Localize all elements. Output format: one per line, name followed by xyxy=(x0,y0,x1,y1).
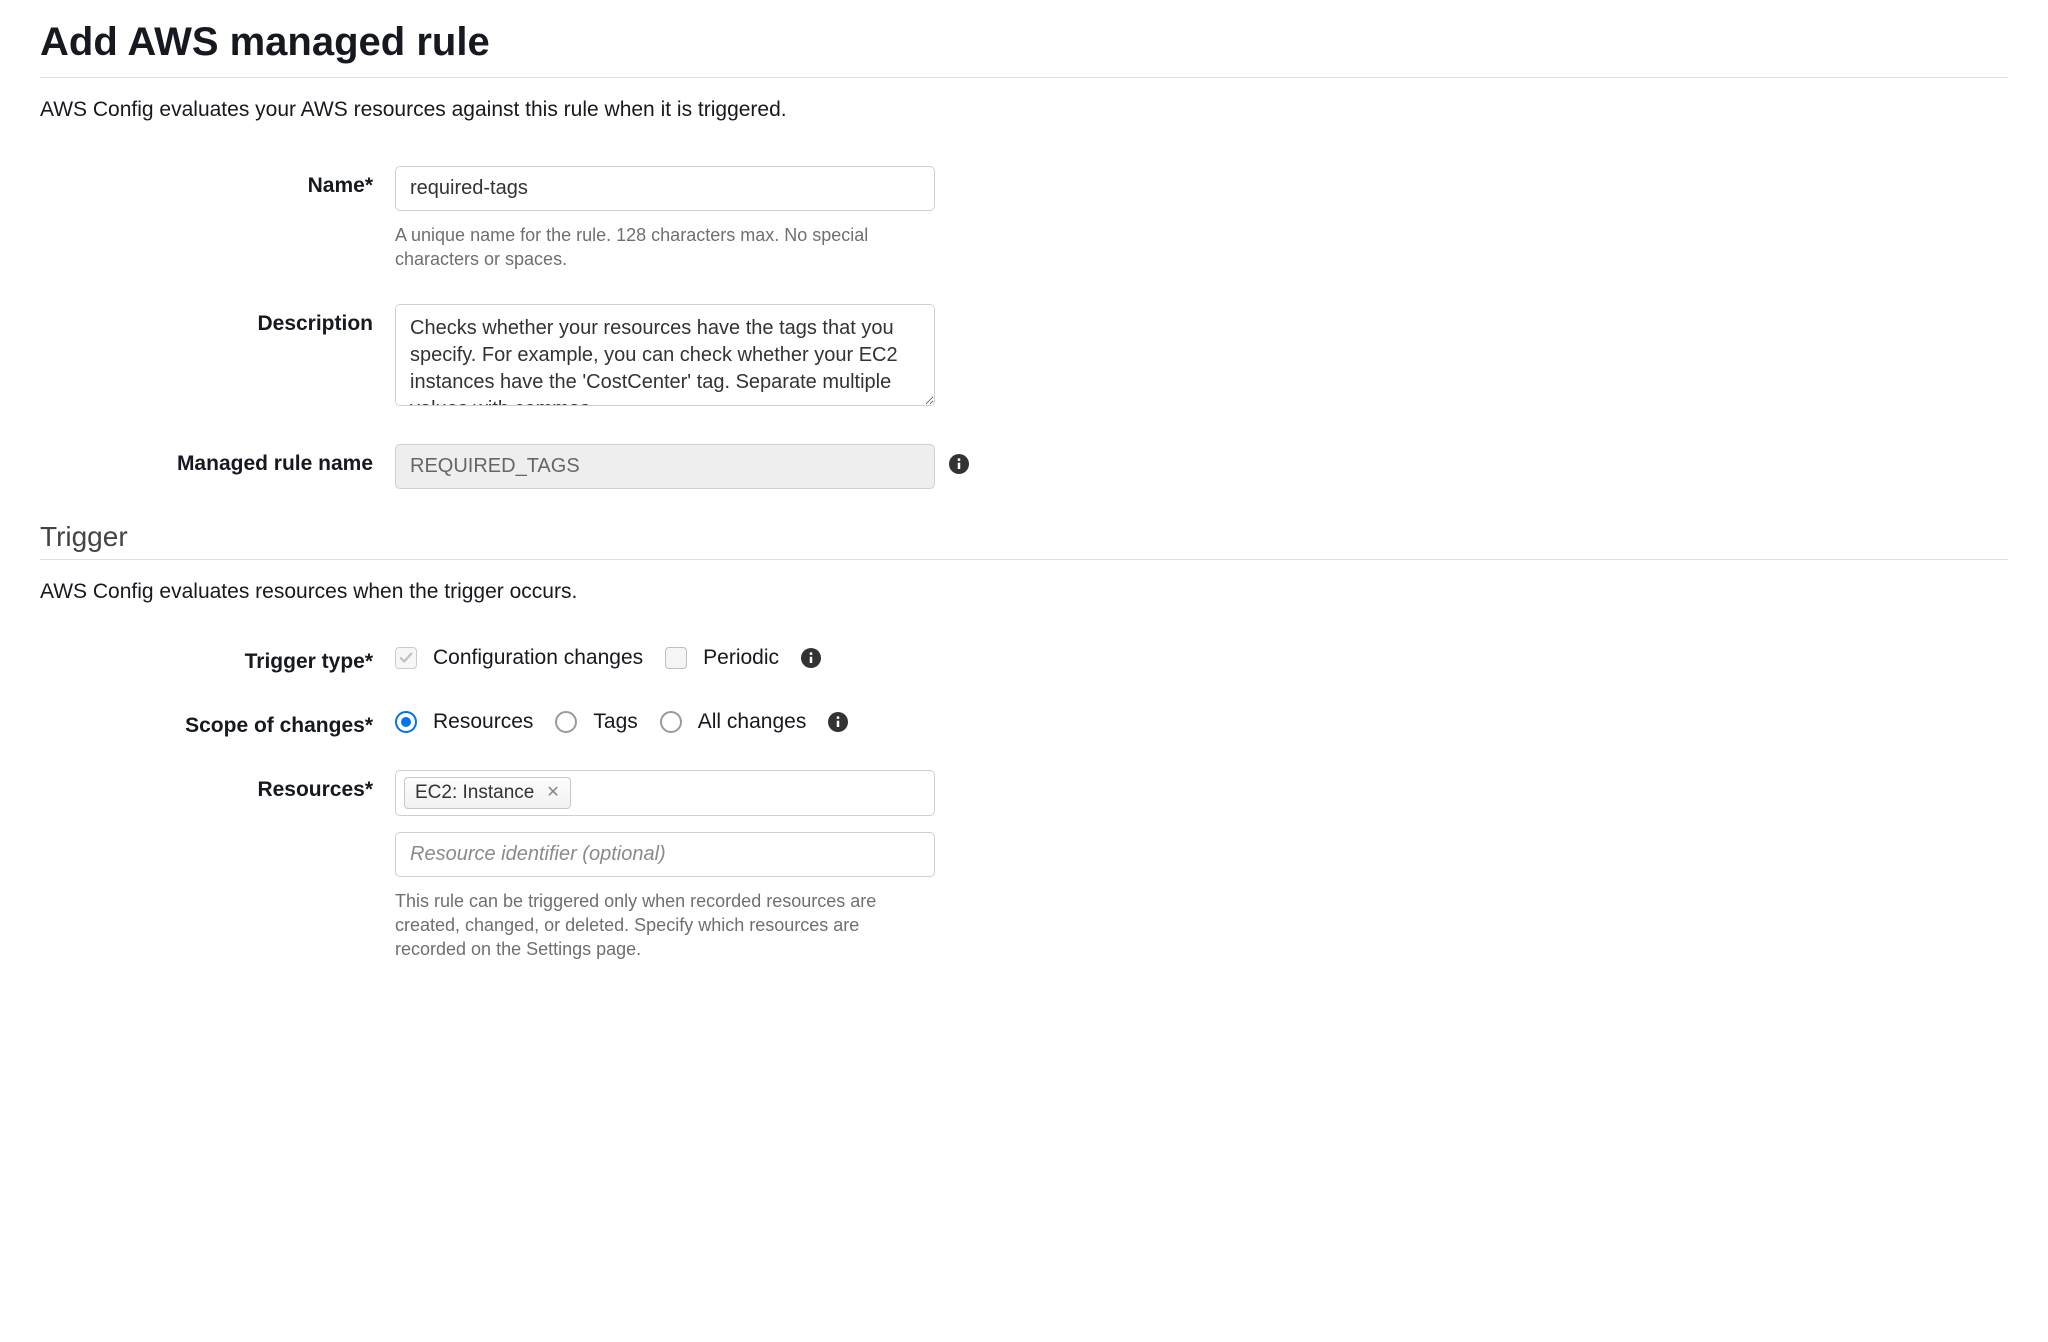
trigger-subtitle: AWS Config evaluates resources when the … xyxy=(40,580,2008,604)
radio-unselected-icon xyxy=(660,711,682,733)
trigger-type-config-changes[interactable]: Configuration changes xyxy=(395,646,643,670)
trigger-type-label: Trigger type* xyxy=(40,642,395,674)
trigger-type-periodic-label: Periodic xyxy=(703,646,779,670)
radio-unselected-icon xyxy=(555,711,577,733)
scope-option-tags[interactable]: Tags xyxy=(555,710,637,734)
managed-rule-label: Managed rule name xyxy=(40,444,395,476)
row-scope: Scope of changes* Resources Tags All cha… xyxy=(40,706,2008,738)
row-description: Description xyxy=(40,304,2008,412)
scope-tags-label: Tags xyxy=(593,710,637,734)
row-resources: Resources* EC2: Instance ✕ This rule can… xyxy=(40,770,2008,962)
scope-resources-label: Resources xyxy=(433,710,533,734)
resource-tag-label: EC2: Instance xyxy=(415,782,534,804)
description-textarea[interactable] xyxy=(395,304,935,406)
resources-help-text: This rule can be triggered only when rec… xyxy=(395,889,935,962)
scope-option-resources[interactable]: Resources xyxy=(395,710,533,734)
name-label: Name* xyxy=(40,166,395,198)
resources-tag-input[interactable]: EC2: Instance ✕ xyxy=(395,770,935,816)
name-input[interactable] xyxy=(395,166,935,211)
resource-tag-chip[interactable]: EC2: Instance ✕ xyxy=(404,777,571,809)
checkbox-unchecked-icon xyxy=(665,647,687,669)
info-icon[interactable] xyxy=(949,454,969,474)
title-divider xyxy=(40,77,2008,78)
page-subtitle: AWS Config evaluates your AWS resources … xyxy=(40,98,2008,122)
scope-label: Scope of changes* xyxy=(40,706,395,738)
managed-rule-input xyxy=(395,444,935,489)
page-title: Add AWS managed rule xyxy=(40,20,2008,65)
close-icon[interactable]: ✕ xyxy=(546,785,559,801)
trigger-divider xyxy=(40,559,2008,560)
trigger-type-config-label: Configuration changes xyxy=(433,646,643,670)
scope-option-all[interactable]: All changes xyxy=(660,710,807,734)
checkbox-checked-icon xyxy=(395,647,417,669)
info-icon[interactable] xyxy=(828,712,848,732)
info-icon[interactable] xyxy=(801,648,821,668)
resource-identifier-input[interactable] xyxy=(395,832,935,877)
description-label: Description xyxy=(40,304,395,336)
name-help-text: A unique name for the rule. 128 characte… xyxy=(395,223,935,272)
trigger-type-periodic[interactable]: Periodic xyxy=(665,646,779,670)
row-name: Name* A unique name for the rule. 128 ch… xyxy=(40,166,2008,272)
radio-selected-icon xyxy=(395,711,417,733)
resources-label: Resources* xyxy=(40,770,395,802)
row-trigger-type: Trigger type* Configuration changes Peri… xyxy=(40,642,2008,674)
row-managed-rule: Managed rule name xyxy=(40,444,2008,489)
trigger-section-title: Trigger xyxy=(40,521,2008,553)
scope-all-label: All changes xyxy=(698,710,807,734)
